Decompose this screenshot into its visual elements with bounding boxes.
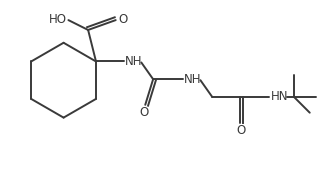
- Text: HN: HN: [270, 90, 288, 103]
- Text: NH: NH: [125, 55, 142, 68]
- Text: O: O: [140, 106, 149, 119]
- Text: O: O: [236, 124, 246, 137]
- Text: NH: NH: [184, 73, 201, 86]
- Text: HO: HO: [49, 13, 67, 26]
- Text: O: O: [118, 13, 127, 26]
